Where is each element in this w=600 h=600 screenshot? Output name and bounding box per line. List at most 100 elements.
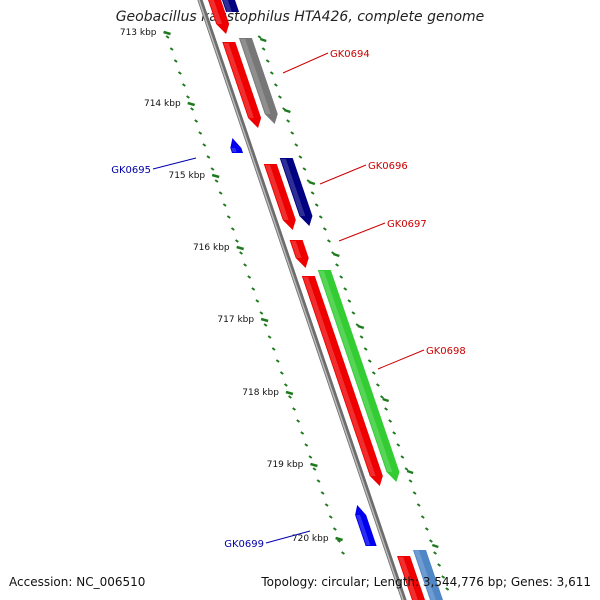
ruler-tick-inner — [283, 383, 288, 387]
ruler-tick-outer — [412, 491, 417, 495]
ruler-tick-outer — [388, 419, 393, 423]
genes-count-text: Genes: 3,611 — [510, 575, 591, 589]
ruler-tick-outer — [322, 227, 327, 231]
gene-arrow-gk0699[interactable] — [355, 505, 377, 546]
ruler-tick-inner — [169, 47, 174, 51]
ruler-tick-outer — [396, 443, 401, 447]
ruler-tick-outer — [363, 347, 368, 351]
gene-label-text: GK0699 — [224, 539, 264, 550]
ruler-tick-outer — [437, 563, 442, 567]
ruler-tick-inner — [190, 107, 194, 111]
gene-label-gk0699[interactable]: GK0699 — [224, 530, 311, 550]
ruler-tick-inner — [304, 443, 309, 447]
ruler-tick-outer — [327, 239, 331, 243]
ruler-tick-inner — [275, 359, 280, 363]
gene-arrow-gk0698-partner[interactable] — [301, 276, 383, 486]
label-leader-line — [282, 52, 329, 74]
ruler-tick-inner — [292, 407, 296, 411]
ruler-tick-inner — [271, 347, 276, 351]
label-leader-line — [152, 157, 197, 170]
ruler-major-tick — [335, 536, 343, 542]
ruler-tick-outer — [392, 431, 397, 435]
gene-arrow-gk0694[interactable] — [238, 38, 278, 124]
ruler-tick-outer — [404, 467, 409, 471]
ruler-label: 719 kbp — [267, 460, 304, 470]
ruler-tick-inner — [337, 539, 341, 543]
ruler-tick-inner — [165, 35, 170, 39]
backbone-line — [197, 0, 407, 600]
ruler-tick-inner — [247, 275, 252, 279]
ruler-tick-inner — [186, 95, 190, 99]
ruler-tick-inner — [341, 551, 345, 555]
gene-label-text: GK0696 — [368, 161, 408, 172]
ruler-tick-inner — [206, 155, 211, 159]
accession-text: Accession: NC_006510 — [9, 575, 146, 589]
topology-text: Topology: circular — [261, 575, 366, 589]
ruler-ticks: 713 kbp 714 kbp 715 kbp 716 kbp 717 kbp 718 k… — [120, 28, 450, 591]
ruler-tick-inner — [218, 191, 223, 195]
gene-label-gk0696[interactable]: GK0696 — [319, 161, 408, 185]
ruler-label: 716 kbp — [193, 243, 230, 253]
gene-arrow-gk0696-partner[interactable] — [263, 164, 296, 230]
ruler-major-tick — [406, 469, 414, 475]
ruler-tick-outer — [290, 131, 295, 135]
ruler-tick-outer — [298, 155, 303, 159]
gene-arrow-gk0697[interactable] — [289, 240, 309, 268]
ruler-tick-inner — [308, 455, 313, 459]
ruler-tick-outer — [261, 47, 266, 51]
ruler-tick-outer — [400, 455, 405, 459]
gene-label-gk0694[interactable]: GK0694 — [282, 49, 370, 74]
gene-label-text: GK0695 — [111, 165, 151, 176]
ruler-tick-inner — [296, 419, 301, 423]
ruler-tick-outer — [433, 551, 437, 555]
gene-arrow-partial-bottom-steelblue[interactable] — [413, 550, 446, 600]
ruler-major-tick — [357, 324, 365, 330]
gene-label-gk0697[interactable]: GK0697 — [338, 219, 427, 242]
ruler-tick-inner — [328, 515, 333, 519]
ruler-tick-inner — [226, 215, 231, 219]
gene-arrow-gk0696[interactable] — [279, 158, 313, 226]
ruler-tick-outer — [420, 515, 425, 519]
ruler-label: 715 kbp — [168, 171, 205, 181]
ruler-tick-inner — [251, 287, 256, 291]
ruler-label: 717 kbp — [217, 315, 254, 325]
ruler-major-tick — [308, 180, 316, 186]
gene-arrow-partial-top-red[interactable] — [205, 0, 230, 34]
ruler-major-tick — [236, 245, 244, 251]
ruler-tick-inner — [230, 227, 235, 231]
genome-info: Topology: circular; Length: 3,544,776 bp… — [261, 575, 591, 589]
ruler-tick-outer — [429, 539, 433, 543]
ruler-tick-outer — [257, 35, 262, 39]
ruler-tick-inner — [259, 311, 264, 315]
ruler-major-tick — [285, 390, 294, 396]
ruler-tick-outer — [445, 587, 450, 591]
ruler-tick-outer — [416, 503, 421, 507]
gene-label-gk0698[interactable]: GK0698 — [377, 346, 466, 370]
ruler-tick-inner — [316, 479, 321, 483]
ruler-tick-inner — [235, 239, 239, 243]
ruler-tick-inner — [320, 491, 325, 495]
ruler-tick-inner — [300, 431, 305, 435]
ruler-tick-outer — [302, 167, 307, 171]
ruler-tick-inner — [288, 395, 292, 399]
label-leader-line — [319, 164, 367, 185]
ruler-major-tick — [187, 101, 196, 107]
gene-label-text: GK0694 — [330, 49, 370, 60]
gene-arrow-gk0694-partner[interactable] — [222, 42, 262, 128]
ruler-tick-inner — [173, 59, 178, 63]
ruler-tick-inner — [279, 371, 284, 375]
ruler-tick-inner — [332, 527, 337, 531]
ruler-major-tick — [163, 30, 171, 36]
ruler-tick-inner — [198, 131, 203, 135]
ruler-tick-outer — [441, 575, 446, 579]
ruler-tick-outer — [384, 407, 388, 411]
gene-arrow-gk0698[interactable] — [317, 270, 400, 482]
gene-arrow-partial-bottom-red[interactable] — [397, 556, 425, 600]
gene-arrow-partial-top-blue[interactable] — [219, 0, 240, 12]
ruler-tick-outer — [347, 299, 352, 303]
gene-label-gk0695[interactable]: GK0695 — [111, 157, 197, 176]
gene-label-text: GK0697 — [387, 219, 427, 230]
ruler-tick-inner — [194, 119, 199, 123]
ruler-tick-outer — [269, 71, 274, 75]
gene-arrow-gk0695[interactable] — [230, 138, 244, 153]
